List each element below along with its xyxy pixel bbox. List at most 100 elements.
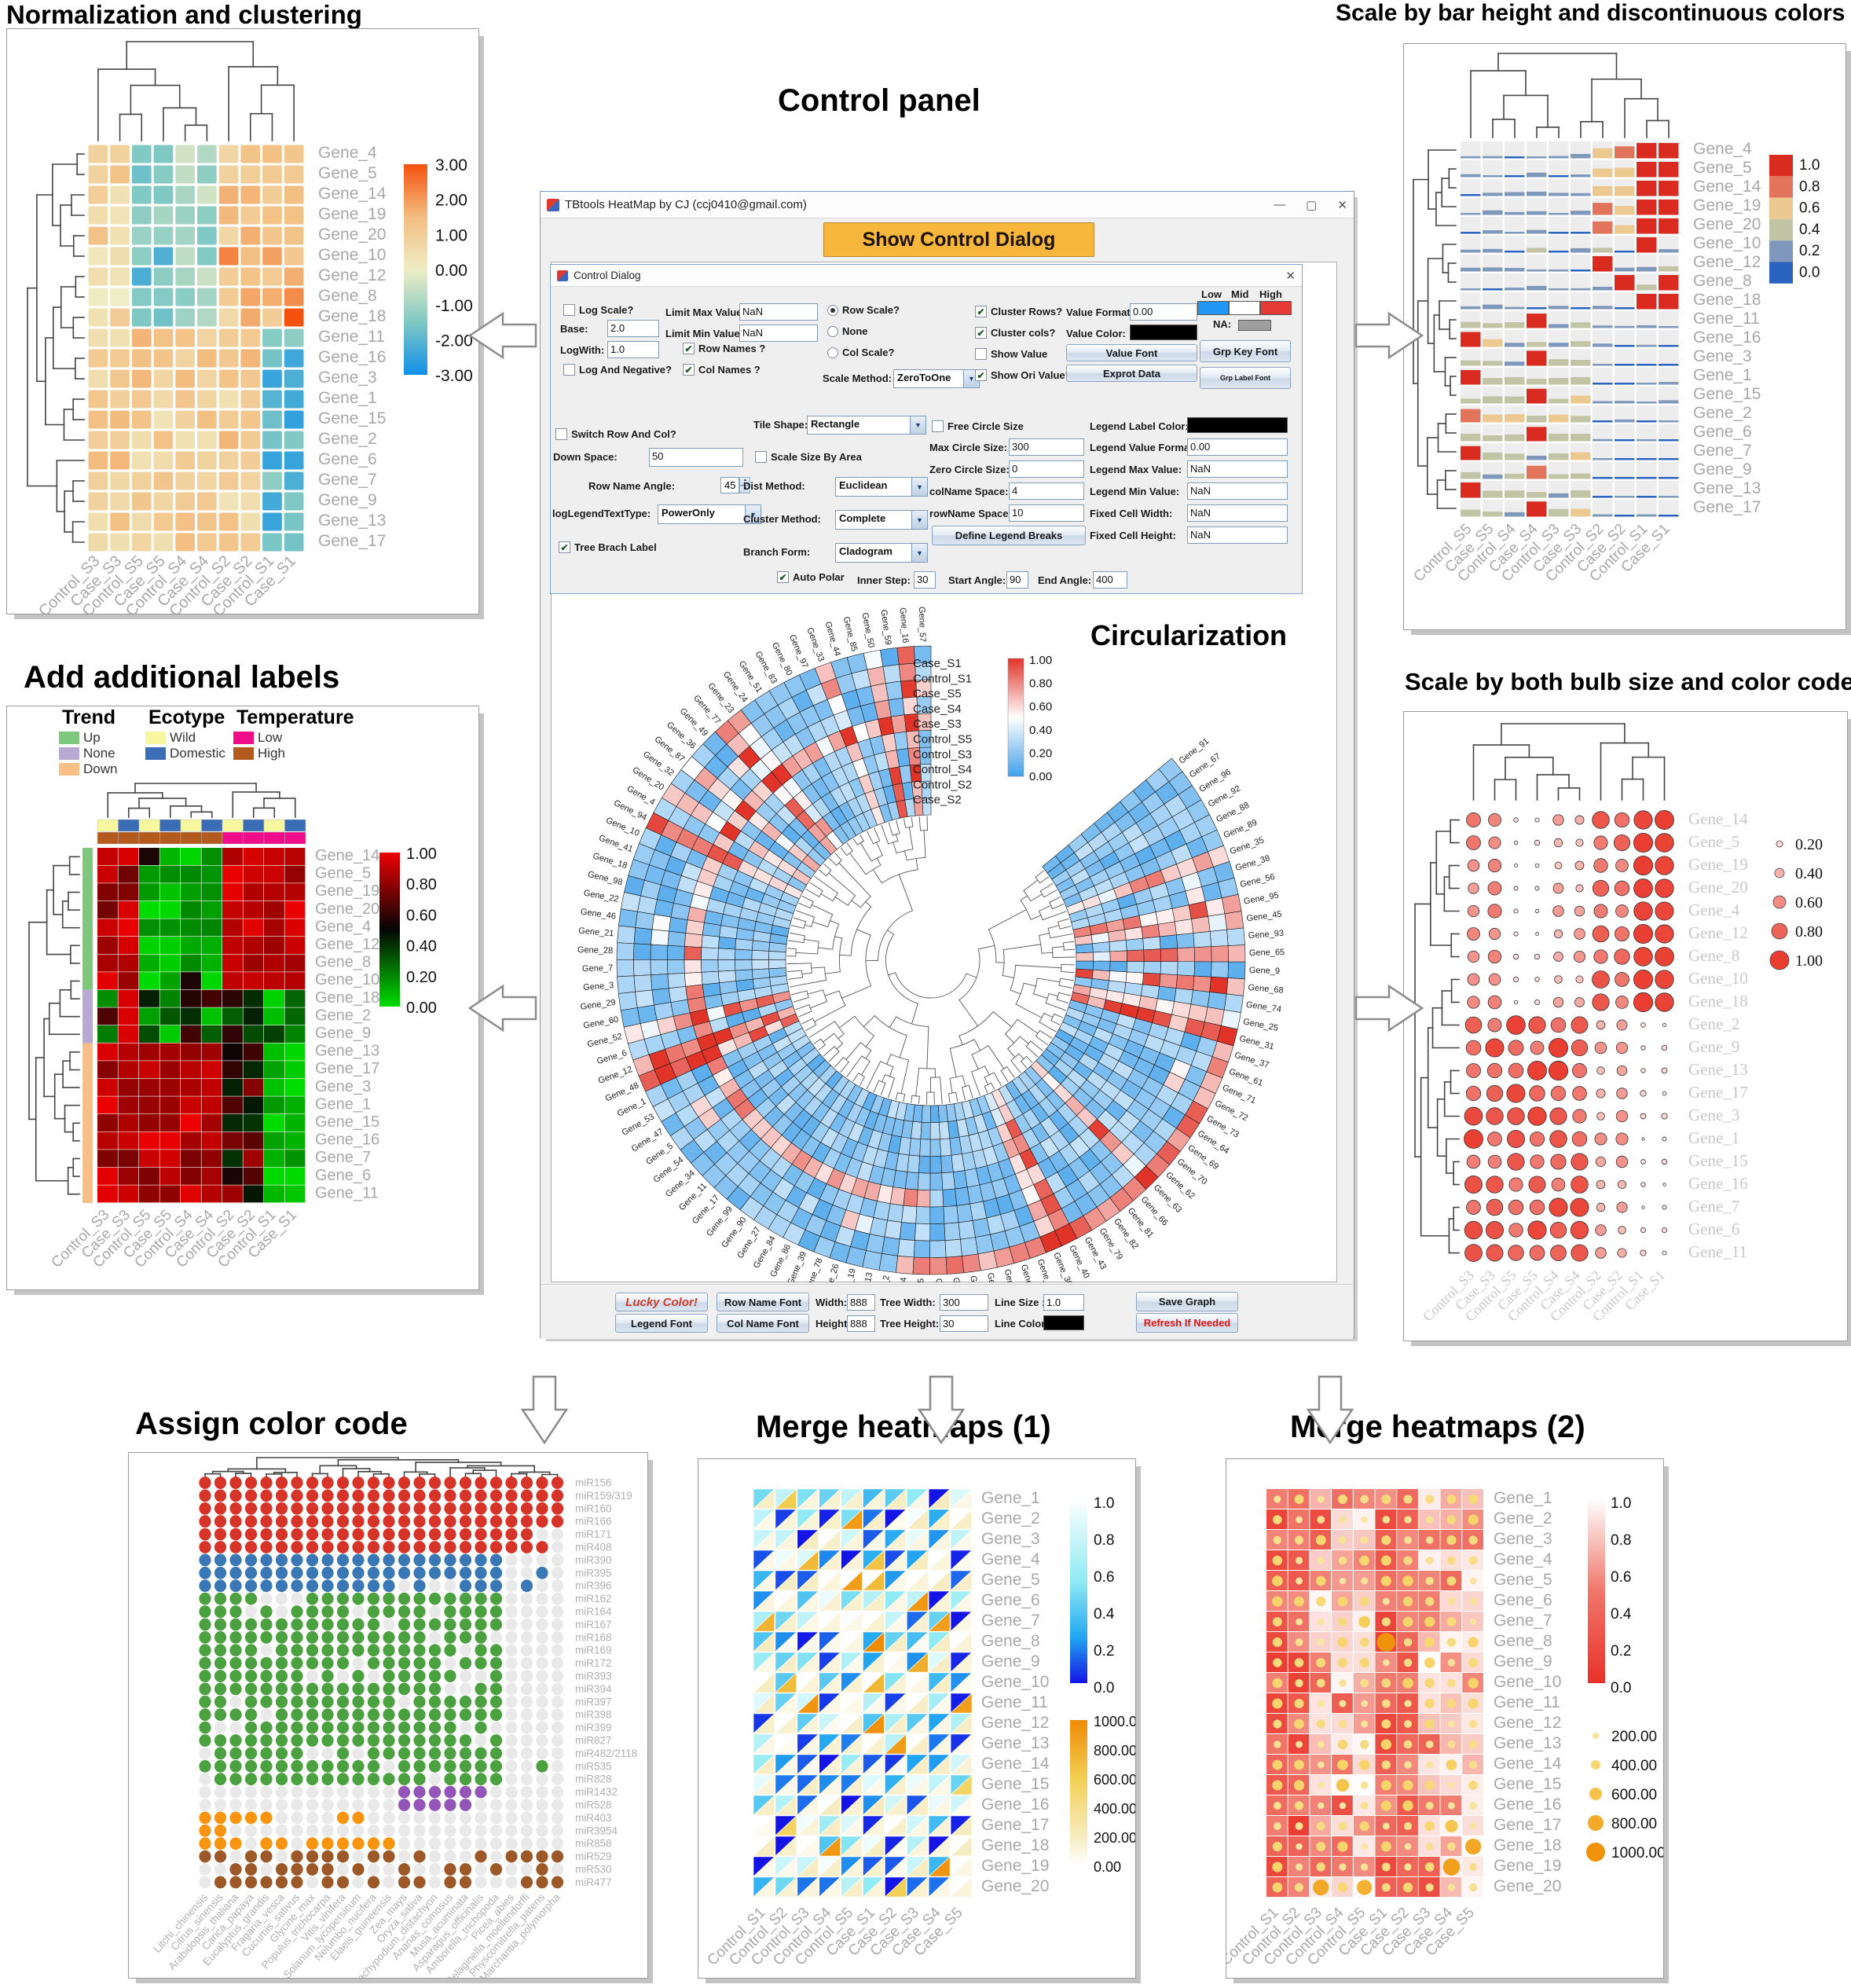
tree-width-field[interactable]: 300 <box>940 1294 988 1311</box>
fixed-cell-width-field[interactable]: NaN <box>1187 504 1288 522</box>
tree-height-field[interactable]: 30 <box>940 1315 988 1332</box>
svg-text:Gene_59: Gene_59 <box>878 609 893 645</box>
rowname-space-field[interactable]: 10 <box>1009 504 1084 522</box>
svg-text:Gene_15: Gene_15 <box>1693 385 1761 403</box>
svg-text:Gene_14: Gene_14 <box>981 1755 1050 1773</box>
inner-step-field[interactable]: 30 <box>914 571 936 589</box>
end-angle-field[interactable]: 400 <box>1093 571 1127 589</box>
svg-text:Gene_13: Gene_13 <box>859 1271 874 1282</box>
na-color-swatch[interactable] <box>1238 320 1271 331</box>
tile-shape-dropdown[interactable]: Rectangle ▼ <box>807 416 926 435</box>
value-format-field[interactable]: 0.00 <box>1130 303 1197 321</box>
value-font-button[interactable]: Value Font <box>1066 344 1197 361</box>
svg-text:1.0: 1.0 <box>1094 1495 1114 1512</box>
legend-font-button[interactable]: Legend Font <box>615 1314 708 1333</box>
cluster-cols-checkbox[interactable]: ✔ Cluster cols? <box>975 327 1055 339</box>
scale-method-dropdown[interactable]: ZeroToOne ▼ <box>893 369 980 388</box>
col-scale-radio[interactable]: Col Scale? <box>827 347 894 358</box>
svg-text:Gene_8: Gene_8 <box>1688 946 1739 965</box>
row-name-angle-spinner[interactable]: 45 ▴ ▾ <box>720 477 751 493</box>
svg-text:miR162: miR162 <box>575 1593 612 1605</box>
svg-text:Gene_5: Gene_5 <box>318 164 377 182</box>
mid-color-swatch[interactable] <box>1229 301 1260 315</box>
line-size-field[interactable]: 1.0 <box>1043 1294 1084 1311</box>
row-name-font-button[interactable]: Row Name Font <box>717 1293 809 1311</box>
row-labels: Gene_14Gene_5Gene_19Gene_20Gene_4Gene_12… <box>315 847 379 1201</box>
branch-form-label: Branch Form: <box>743 546 811 558</box>
max-circle-size-field[interactable]: 300 <box>1009 438 1084 456</box>
branch-form-dropdown[interactable]: Cladogram ▼ <box>835 543 928 563</box>
svg-text:200.00: 200.00 <box>1611 1729 1657 1745</box>
svg-text:miR477: miR477 <box>575 1876 612 1888</box>
dist-method-dropdown[interactable]: Euclidean ▼ <box>835 477 928 497</box>
width-field[interactable]: 888 <box>847 1294 875 1311</box>
col-name-font-button[interactable]: Col Name Font <box>717 1314 809 1333</box>
define-legend-breaks-button[interactable]: Define Legend Breaks <box>932 526 1086 545</box>
limit-max-field[interactable]: NaN <box>739 303 818 321</box>
scale-size-by-area-checkbox[interactable]: Scale Size By Area <box>755 451 862 463</box>
high-color-swatch[interactable] <box>1260 301 1292 315</box>
svg-text:miR394: miR394 <box>575 1683 612 1695</box>
cluster-rows-checkbox[interactable]: ✔ Cluster Rows? <box>975 306 1062 317</box>
svg-text:0.00: 0.00 <box>1029 770 1052 783</box>
svg-text:0.6: 0.6 <box>1094 1569 1114 1586</box>
svg-text:Gene_14: Gene_14 <box>1494 1755 1562 1773</box>
log-scale-checkbox[interactable]: Log Scale? <box>563 304 633 316</box>
svg-text:Gene_13: Gene_13 <box>981 1734 1049 1752</box>
grp-key-font-button[interactable]: Grp Key Font <box>1200 340 1291 362</box>
cluster-method-dropdown[interactable]: Complete ▼ <box>835 510 928 530</box>
row-names-checkbox[interactable]: ✔ Row Names ? <box>683 343 765 354</box>
svg-text:Gene_8: Gene_8 <box>1002 1268 1019 1282</box>
row-scale-radio[interactable]: Row Scale? <box>827 304 900 316</box>
legend-value-format-field[interactable]: 0.00 <box>1187 438 1288 456</box>
svg-text:miR395: miR395 <box>575 1567 612 1579</box>
low-color-swatch[interactable] <box>1197 301 1229 315</box>
legend-max-value-field[interactable]: NaN <box>1187 460 1288 478</box>
log-legend-text-type-dropdown[interactable]: PowerOnly ▼ <box>658 504 761 524</box>
title-assign-color: Assign color code <box>135 1407 408 1441</box>
maximize-button[interactable]: ▢ <box>1306 198 1318 212</box>
value-color-color-swatch[interactable] <box>1130 325 1197 340</box>
show-ori-value-checkbox[interactable]: ✔ Show Ori Value? <box>975 369 1072 381</box>
col-scale-label: Col Scale? <box>842 347 895 358</box>
close-button[interactable]: ✕ <box>1337 198 1347 212</box>
svg-text:miR482/2118: miR482/2118 <box>575 1748 637 1759</box>
minimize-button[interactable]: — <box>1274 197 1286 211</box>
svg-text:0.00: 0.00 <box>406 1000 437 1017</box>
limit-min-field[interactable]: NaN <box>739 325 818 342</box>
svg-text:Down: Down <box>83 761 117 776</box>
auto-polar-checkbox[interactable]: ✔ Auto Polar <box>777 571 845 583</box>
svg-text:Gene_10: Gene_10 <box>604 816 640 838</box>
none-scale-radio[interactable]: None <box>827 325 868 337</box>
svg-text:Gene_15: Gene_15 <box>1688 1151 1748 1170</box>
down-space-field[interactable]: 50 <box>649 448 743 467</box>
height-field[interactable]: 888 <box>847 1315 875 1332</box>
col-names-checkbox[interactable]: ✔ Col Names ? <box>683 364 761 376</box>
dialog-close-button[interactable]: ✕ <box>1285 269 1296 283</box>
switch-row-col-checkbox[interactable]: Switch Row And Col? <box>555 428 676 440</box>
svg-text:0.0: 0.0 <box>1799 265 1820 281</box>
lucky-color-button[interactable]: Lucky Color! <box>615 1293 708 1311</box>
start-angle-field[interactable]: 90 <box>1006 571 1028 589</box>
svg-text:miR169: miR169 <box>575 1645 612 1656</box>
save-graph-button[interactable]: Save Graph <box>1136 1292 1238 1311</box>
zero-circle-size-field[interactable]: 0 <box>1009 460 1084 478</box>
refresh-button[interactable]: Refresh If Needed <box>1136 1313 1238 1333</box>
line-color-color-swatch[interactable] <box>1043 1315 1084 1330</box>
log-and-negative-checkbox[interactable]: Log And Negative? <box>563 364 672 376</box>
fixed-cell-height-field[interactable]: NaN <box>1187 526 1288 544</box>
legend-label-color-color-swatch[interactable] <box>1187 417 1288 433</box>
logwith-field[interactable]: 1.0 <box>607 341 659 358</box>
show-control-dialog-button[interactable]: Show Control Dialog <box>823 222 1094 257</box>
grp-label-font-button[interactable]: Grp Label Font <box>1200 367 1291 389</box>
base-field[interactable]: 2.0 <box>607 320 659 337</box>
show-value-checkbox[interactable]: Show Value <box>975 348 1047 360</box>
colname-space-field[interactable]: 4 <box>1009 482 1084 500</box>
svg-text:miR172: miR172 <box>575 1657 612 1669</box>
legend-min-value-field[interactable]: NaN <box>1187 482 1288 500</box>
tree-brach-label-checkbox[interactable]: ✔ Tree Brach Label <box>559 541 657 553</box>
exprot-data-button[interactable]: Exprot Data <box>1066 365 1197 382</box>
svg-text:Gene_14: Gene_14 <box>1688 809 1748 828</box>
free-circle-size-checkbox[interactable]: Free Circle Size <box>932 420 1024 432</box>
